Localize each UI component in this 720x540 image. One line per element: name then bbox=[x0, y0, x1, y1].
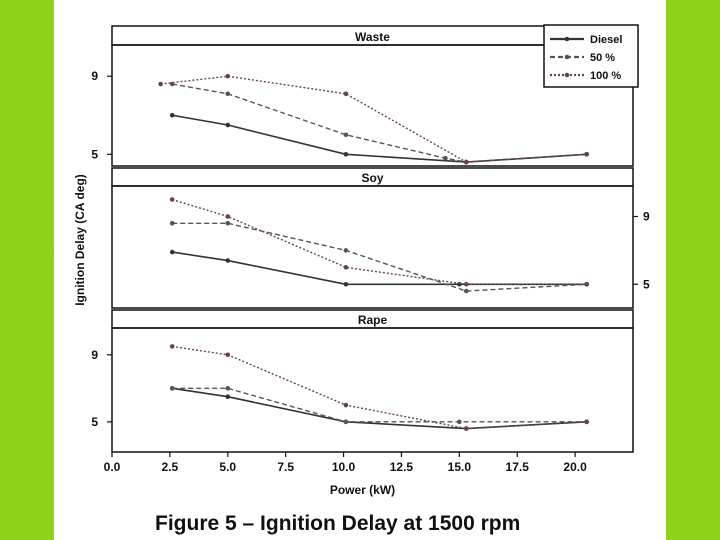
data-point-rape-100-0 bbox=[169, 344, 175, 349]
data-point-soy-100-3 bbox=[463, 281, 469, 287]
data-point-soy-50-0 bbox=[169, 220, 175, 226]
data-point-waste-100-2 bbox=[343, 91, 349, 97]
data-point-soy-100-4 bbox=[584, 281, 589, 287]
data-point-waste-diesel-2 bbox=[343, 151, 349, 157]
data-point-waste-50-2 bbox=[343, 132, 349, 138]
data-point-rape-100-2 bbox=[343, 402, 349, 408]
strip-label-waste: Waste bbox=[355, 30, 390, 44]
series-line-waste-diesel bbox=[172, 114, 587, 163]
x-tick-label-1: 2.5 bbox=[162, 460, 179, 474]
data-point-soy-50-3 bbox=[463, 288, 469, 294]
legend-label-0: Diesel bbox=[590, 34, 622, 46]
data-point-soy-100-2 bbox=[343, 265, 349, 270]
data-point-waste-100-1 bbox=[225, 73, 231, 79]
data-point-rape-100-4 bbox=[584, 419, 589, 425]
x-tick-label-0: 0.0 bbox=[104, 460, 121, 474]
data-point-soy-50-1 bbox=[225, 220, 231, 226]
legend-marker-1 bbox=[564, 54, 570, 60]
strip-label-rape: Rape bbox=[358, 313, 388, 327]
series-line-waste-50 bbox=[172, 83, 587, 163]
x-tick-label-5: 12.5 bbox=[390, 460, 414, 474]
legend-marker-0 bbox=[564, 36, 570, 42]
y-tick-label-waste-1: 5 bbox=[91, 147, 98, 161]
x-tick-label-8: 20.0 bbox=[563, 460, 587, 474]
data-point-waste-100-4 bbox=[584, 151, 589, 157]
legend-label-2: 100 % bbox=[590, 70, 621, 82]
y-tick-label-rape-0: 9 bbox=[91, 348, 98, 362]
data-point-waste-50-1 bbox=[225, 91, 231, 97]
series-line-rape-100 bbox=[172, 345, 587, 430]
data-point-waste-100-3 bbox=[463, 159, 469, 165]
series-line-rape-50 bbox=[172, 387, 587, 423]
y-axis-label: Ignition Delay (CA deg) bbox=[73, 174, 87, 306]
data-point-waste-diesel-0 bbox=[169, 112, 175, 118]
series-line-soy-50 bbox=[172, 222, 587, 292]
legend-marker-2 bbox=[564, 72, 570, 78]
y-tick-label-soy-1: 5 bbox=[643, 277, 650, 291]
x-tick-label-4: 10.0 bbox=[332, 460, 356, 474]
data-point-soy-100-1 bbox=[225, 214, 231, 219]
data-point-waste-diesel-1 bbox=[225, 122, 231, 128]
data-point-rape-diesel-1 bbox=[225, 394, 231, 400]
data-point-waste-50-3 bbox=[443, 155, 448, 161]
data-point-soy-diesel-2 bbox=[343, 281, 349, 287]
x-axis-label: Power (kW) bbox=[330, 483, 395, 497]
x-tick-label-3: 7.5 bbox=[277, 460, 294, 474]
legend-label-1: 50 % bbox=[590, 52, 615, 64]
data-point-rape-100-3 bbox=[463, 426, 469, 431]
plot-frame-rape bbox=[111, 327, 634, 453]
y-tick-label-waste-0: 9 bbox=[91, 69, 98, 83]
data-point-rape-100-1 bbox=[225, 352, 231, 358]
figure-caption: Figure 5 – Ignition Delay at 1500 rpm bbox=[155, 512, 521, 535]
data-point-waste-100-0 bbox=[158, 81, 163, 87]
y-tick-label-soy-0: 9 bbox=[643, 210, 650, 224]
x-tick-label-7: 17.5 bbox=[506, 460, 530, 474]
data-point-soy-diesel-0 bbox=[169, 249, 175, 255]
y-tick-label-rape-1: 5 bbox=[91, 415, 98, 429]
data-point-soy-diesel-1 bbox=[225, 258, 231, 263]
strip-label-soy: Soy bbox=[361, 171, 383, 185]
data-point-rape-50-0 bbox=[169, 386, 175, 391]
data-point-soy-100-0 bbox=[169, 197, 175, 202]
series-line-waste-100 bbox=[160, 75, 587, 163]
data-point-rape-50-1 bbox=[225, 386, 231, 391]
data-point-rape-50-3 bbox=[457, 419, 462, 425]
data-point-soy-50-2 bbox=[343, 248, 349, 253]
x-tick-label-2: 5.0 bbox=[219, 460, 236, 474]
plot-frame-soy bbox=[111, 185, 634, 309]
figure-panel: Waste 9 5 Soy 9 5 Rape 9 5 0.0 2.5 5.0 7.5 10.0 12.5 15… bbox=[54, 0, 666, 540]
data-point-rape-50-2 bbox=[343, 419, 349, 425]
ignition-delay-chart: Waste 9 5 Soy 9 5 Rape 9 5 0.0 2.5 5.0 7.5 10.0 12.5 15… bbox=[73, 24, 650, 497]
series-line-soy-diesel bbox=[172, 251, 587, 286]
x-tick-label-6: 15.0 bbox=[448, 460, 472, 474]
plot-frame-waste bbox=[111, 44, 634, 167]
series-line-soy-100 bbox=[172, 198, 587, 285]
